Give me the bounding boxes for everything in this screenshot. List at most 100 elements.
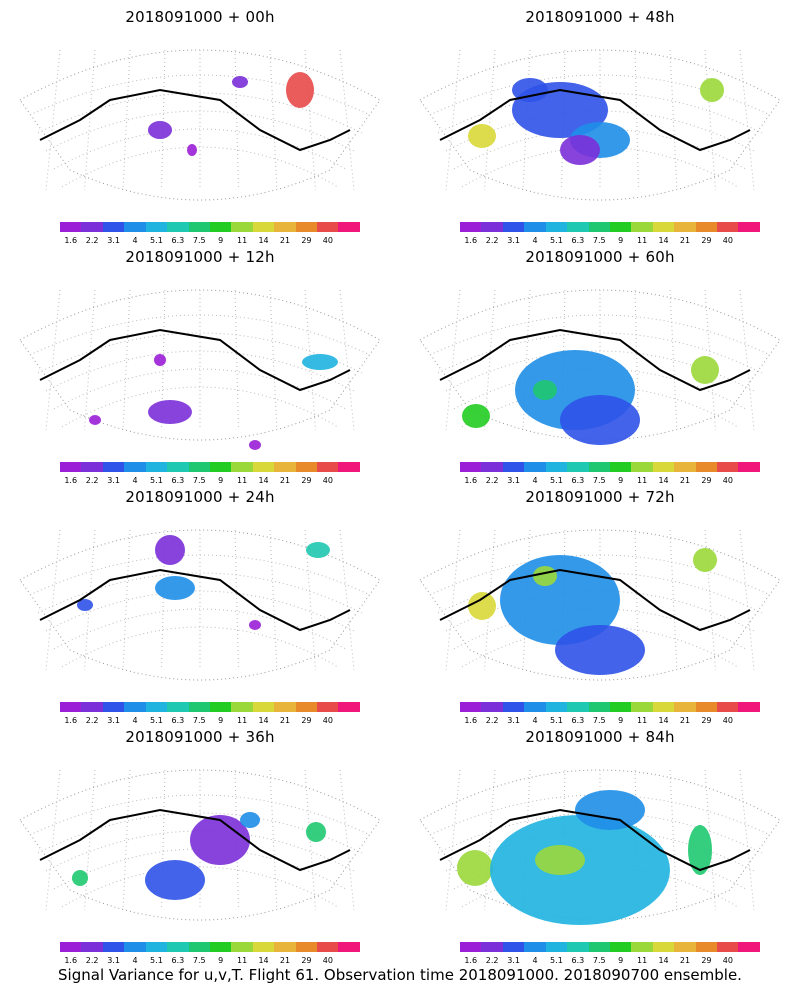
colorbar-tick-label: 4 <box>132 716 138 725</box>
colorbar-swatch <box>460 222 482 232</box>
longitude-gridline <box>161 49 166 191</box>
colorbar-tick-label: 4 <box>532 476 538 485</box>
map-panel: 2018091000 + 36h 1.6 2.2 3.1 4 5.1 6.3 7.5 9 11 14… <box>0 720 400 965</box>
colorbar-tick-label: 9 <box>618 716 624 725</box>
colorbar <box>60 222 360 232</box>
colorbar-swatch <box>588 942 610 952</box>
colorbar-tick-label: 40 <box>322 716 333 725</box>
longitude-gridline <box>45 49 61 191</box>
colorbar-tick-labels: 1.6 2.2 3.1 4 5.1 6.3 7.5 9 11 14 21 29 40 <box>450 476 770 486</box>
colorbar-tick-label: 5.1 <box>550 716 563 725</box>
colorbar-tick-label: 14 <box>658 956 669 965</box>
colorbar-tick-label: 3.1 <box>107 956 120 965</box>
colorbar-swatch <box>502 942 525 952</box>
colorbar-tick-label: 9 <box>218 716 224 725</box>
colorbar-swatch <box>652 222 675 232</box>
colorbar-tick-label: 3.1 <box>507 956 520 965</box>
colorbar-tick-label: 14 <box>258 236 269 245</box>
longitude-gridline <box>84 289 96 431</box>
longitude-gridline <box>522 529 531 671</box>
panel-title: 2018091000 + 24h <box>125 488 275 506</box>
colorbar-swatch <box>124 702 146 712</box>
colorbar-tick-label: 29 <box>301 476 312 485</box>
variance-contour <box>302 354 338 370</box>
colorbar-swatch <box>209 222 232 232</box>
colorbar-swatch <box>738 942 760 952</box>
colorbar-swatch <box>188 702 210 712</box>
colorbar-swatch <box>460 462 482 472</box>
colorbar-tick-labels: 1.6 2.2 3.1 4 5.1 6.3 7.5 9 11 14 21 29 40 <box>50 716 370 726</box>
variance-contour <box>688 825 712 875</box>
longitude-gridline <box>161 529 166 671</box>
colorbar-swatch <box>274 222 296 232</box>
colorbar-swatch <box>567 222 589 232</box>
colorbar-swatch <box>81 462 103 472</box>
coastline <box>39 328 351 392</box>
colorbar-swatch <box>252 702 275 712</box>
colorbar-tick-label: 40 <box>322 476 333 485</box>
colorbar-tick-label: 1.6 <box>64 236 78 245</box>
colorbar-tick-label: 11 <box>637 956 648 965</box>
longitude-gridline <box>445 529 461 671</box>
colorbar-swatch <box>524 942 546 952</box>
variance-contour <box>462 404 490 428</box>
longitude-gridline <box>704 769 716 911</box>
map-plot <box>19 529 381 681</box>
variance-contour <box>155 576 195 600</box>
variance-contour <box>154 354 166 366</box>
longitude-gridline <box>339 289 355 431</box>
colorbar-tick-label: 21 <box>679 956 691 965</box>
panel-title: 2018091000 + 60h <box>525 248 675 266</box>
colorbar-swatch <box>102 942 125 952</box>
colorbar-tick-label: 11 <box>637 236 648 245</box>
colorbar-swatch <box>631 942 653 952</box>
colorbar-tick-label: 4 <box>132 476 138 485</box>
latitude-gridline <box>37 332 363 374</box>
variance-contour <box>148 400 192 424</box>
colorbar-tick-label: 6.3 <box>171 956 185 965</box>
colorbar-tick-label: 3.1 <box>107 236 120 245</box>
variance-contour <box>89 415 101 425</box>
colorbar-swatch <box>231 702 253 712</box>
longitude-gridline <box>339 529 355 671</box>
colorbar <box>60 462 360 472</box>
colorbar-swatch <box>545 942 568 952</box>
longitude-gridline <box>84 529 96 671</box>
colorbar-tick-label: 6.3 <box>171 476 185 485</box>
variance-contour <box>500 555 620 645</box>
colorbar-swatch <box>167 702 189 712</box>
colorbar-swatch <box>60 462 82 472</box>
colorbar-swatch <box>460 942 482 952</box>
colorbar-tick-label: 1.6 <box>464 236 478 245</box>
longitude-gridline <box>269 769 278 911</box>
latitude-gridline <box>461 626 739 668</box>
colorbar-swatch <box>124 942 146 952</box>
colorbar-swatch <box>81 222 103 232</box>
colorbar-tick-label: 11 <box>637 716 648 725</box>
colorbar-swatch <box>81 942 103 952</box>
colorbar-tick-labels: 1.6 2.2 3.1 4 5.1 6.3 7.5 9 11 14 21 29 40 <box>50 956 370 966</box>
colorbar-tick-label: 7.5 <box>592 236 606 245</box>
colorbar-tick-label: 29 <box>701 716 712 725</box>
variance-contour <box>240 812 260 828</box>
coastline <box>39 808 351 872</box>
colorbar <box>60 702 360 712</box>
longitude-gridline <box>669 49 678 191</box>
latitude-gridline <box>45 590 355 632</box>
colorbar-tick-label: 4 <box>532 956 538 965</box>
colorbar-tick-label: 14 <box>258 476 269 485</box>
variance-contour <box>555 625 645 675</box>
colorbar-swatch <box>167 462 189 472</box>
colorbar-tick-label: 21 <box>679 476 691 485</box>
colorbar-tick-label: 5.1 <box>150 716 163 725</box>
colorbar-tick-label: 9 <box>618 236 624 245</box>
colorbar-swatch <box>124 462 146 472</box>
coastline <box>439 88 751 152</box>
colorbar-swatch <box>717 222 739 232</box>
latitude-gridline <box>45 110 355 152</box>
map-panel: 2018091000 + 00h 1.6 2.2 3.1 4 5.1 6.3 7.5 9 11 14… <box>0 0 400 245</box>
colorbar-swatch <box>274 462 296 472</box>
longitude-gridline <box>234 289 239 431</box>
colorbar-tick-label: 3.1 <box>107 716 120 725</box>
longitude-gridline <box>234 529 239 671</box>
